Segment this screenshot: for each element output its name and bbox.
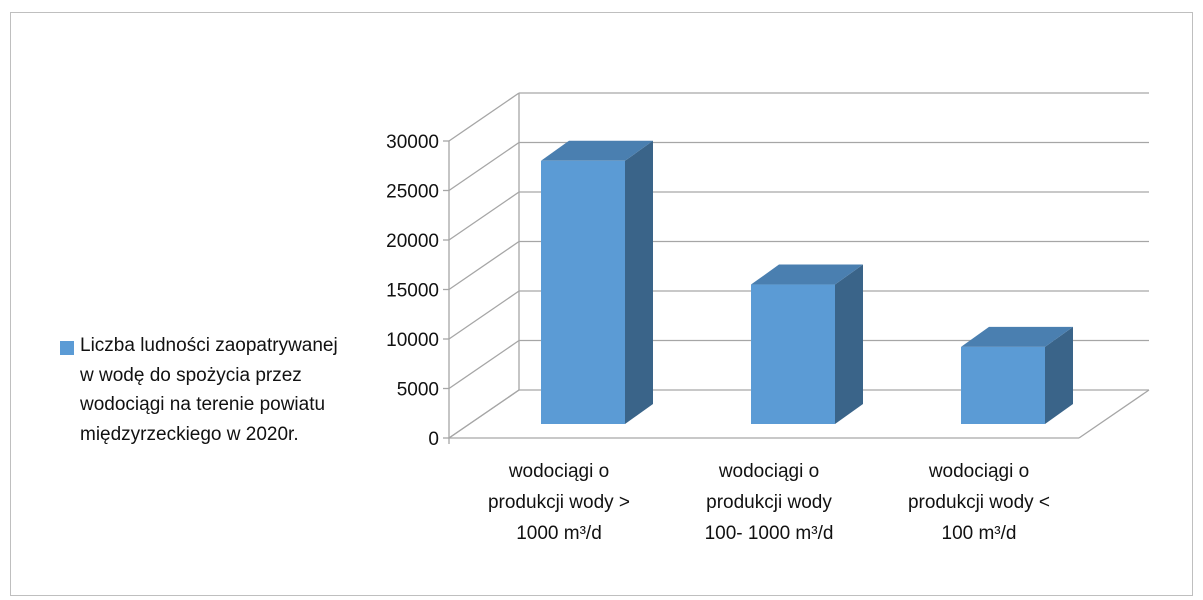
bar-top (961, 326, 1073, 347)
y-tick-label: 5000 (397, 380, 439, 401)
y-tick-label: 25000 (386, 182, 439, 203)
x-category-label-line: wodociągi o (928, 461, 1029, 482)
bar-side (625, 140, 653, 425)
bar-side (1045, 326, 1073, 424)
gridline-diagonal (448, 389, 520, 439)
x-category-label-line: produkcji wody > (488, 492, 630, 513)
bar-top (541, 140, 653, 161)
x-axis-category-labels: wodociągi o produkcji wody >1000 m³/dwodo… (488, 461, 1050, 544)
y-tick-label: 0 (428, 429, 439, 450)
y-tick-label: 30000 (386, 132, 439, 153)
x-category-label-line: wodociągi o (508, 461, 609, 482)
gridline-diagonal (448, 191, 520, 241)
x-category-label-line: 100- 1000 m³/d (705, 523, 834, 544)
legend-swatch (60, 341, 74, 355)
y-tick-label: 15000 (386, 281, 439, 302)
gridline-diagonal (448, 240, 520, 291)
bar (961, 326, 1073, 424)
bar-top (751, 264, 863, 285)
gridline-diagonal (448, 141, 520, 192)
y-tick-label: 20000 (386, 231, 439, 252)
y-tick-label: 10000 (386, 330, 439, 351)
x-category-label: wodociągi o produkcji wody 100- 1000 m³/d (705, 461, 834, 544)
bar (751, 264, 863, 424)
y-axis-tick-labels: 0 5000 10000 15000 20000 25000 30000 (386, 132, 439, 450)
gridline-diagonal (448, 290, 520, 340)
gridline-diagonal (448, 92, 520, 142)
floor-right-edge (1078, 389, 1150, 439)
bar-front (541, 160, 625, 425)
x-category-label: wodociągi o produkcji wody > 1000 m³/d (488, 461, 630, 544)
bar (541, 140, 653, 425)
x-category-label-line: 1000 m³/d (516, 523, 602, 544)
x-category-label: wodociągi o produkcji wody < 100 m³/d (908, 461, 1050, 544)
chart-frame: 0 5000 10000 15000 20000 25000 30000 wodociągi… (10, 12, 1193, 596)
legend-entry-label: Liczba ludności zaopatrywanej w wodę do … (80, 335, 338, 445)
gridline-diagonal (448, 339, 520, 390)
x-category-label-line: 100 m³/d (942, 523, 1017, 544)
column-chart: 0 5000 10000 15000 20000 25000 30000 wodociągi… (386, 92, 1150, 544)
x-category-label-line: produkcji wody (706, 492, 832, 513)
bar-front (961, 346, 1045, 424)
x-category-label-line: produkcji wody < (908, 492, 1050, 513)
bars (541, 140, 1073, 425)
x-category-label-line: wodociągi o (718, 461, 819, 482)
bar-side (835, 264, 863, 424)
bar-front (751, 284, 835, 424)
